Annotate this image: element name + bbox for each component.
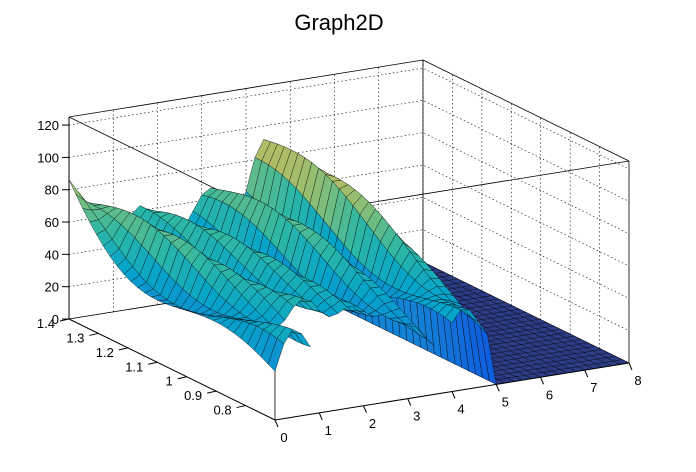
x-tick-mark [540,377,544,385]
y-tick-mark [207,390,217,394]
z-tick-label: 120 [37,118,59,133]
y-tick-mark [148,361,158,365]
box-edge [68,59,424,118]
x-tick-label: 4 [457,402,464,417]
z-tick-label: 100 [37,150,59,165]
axis-line [68,318,276,421]
x-tick-label: 2 [369,416,376,431]
x-tick-label: 7 [590,380,597,395]
x-tick-mark [451,391,456,399]
tick-labels: 0 1 2 3 4 5 6 7 80.80.911.11.21.31.4020406080100… [37,118,642,445]
surface-cell [68,179,85,201]
y-tick-mark [236,405,246,409]
surface-cell [444,306,462,324]
z-tick-label: 20 [45,280,59,295]
z-tick-label: 0 [52,312,59,327]
y-tick-label: 1.3 [66,330,84,345]
surface-cell [75,193,92,211]
z-tick-label: 60 [45,215,59,230]
surface [68,139,630,385]
y-tick-label: 1.1 [125,359,143,374]
y-tick-label: 1.2 [96,345,114,360]
chart-title: Graph2D [294,10,383,35]
y-tick-mark [89,332,99,336]
y-tick-mark [118,347,128,351]
box-edge [422,59,630,162]
x-tick-mark [584,369,589,378]
x-tick-mark [274,419,279,428]
y-tick-label: 1 [165,374,172,389]
surface-cell [267,338,285,372]
x-tick-mark [407,398,412,406]
x-tick-mark [495,384,500,392]
z-tick-label: 80 [45,183,59,198]
x-tick-label: 0 [280,430,287,445]
x-tick-label: 3 [413,409,420,424]
axes [59,117,633,428]
x-tick-mark [363,405,367,413]
y-tick-label: 0.8 [213,403,231,418]
y-tick-mark [177,376,187,380]
y-tick-label: 1.4 [37,316,55,331]
x-tick-label: 5 [502,394,509,409]
y-tick-label: 0.9 [184,388,202,403]
x-tick-label: 1 [325,423,332,438]
gridline-z [68,67,630,170]
x-tick-label: 8 [634,373,641,388]
z-tick-label: 40 [45,247,59,262]
surface-cell [409,325,426,339]
x-tick-mark [628,362,633,371]
x-tick-label: 6 [546,387,553,402]
x-tick-mark [318,412,323,421]
